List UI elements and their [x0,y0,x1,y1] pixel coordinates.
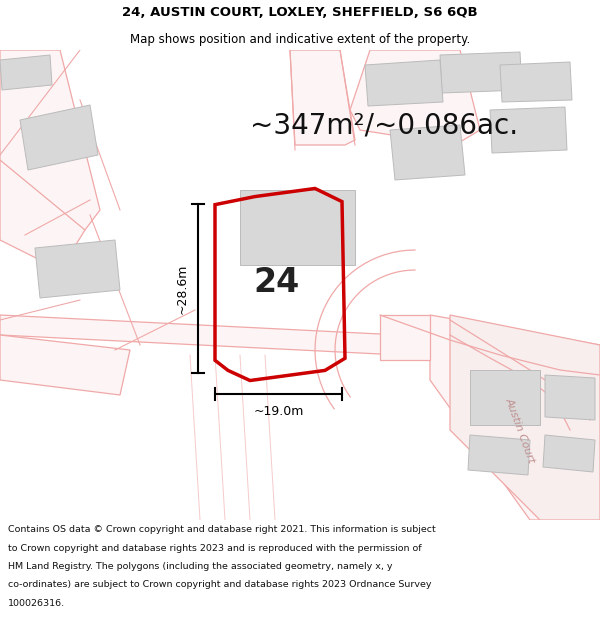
Polygon shape [0,315,600,365]
Polygon shape [500,62,572,102]
Text: 100026316.: 100026316. [8,599,65,608]
Polygon shape [468,435,530,475]
Polygon shape [545,375,595,420]
Polygon shape [380,315,430,360]
Text: ~347m²/~0.086ac.: ~347m²/~0.086ac. [250,112,518,140]
Text: to Crown copyright and database rights 2023 and is reproduced with the permissio: to Crown copyright and database rights 2… [8,544,421,552]
Polygon shape [290,50,355,145]
Polygon shape [20,105,98,170]
Text: ~28.6m: ~28.6m [176,263,188,314]
Text: co-ordinates) are subject to Crown copyright and database rights 2023 Ordnance S: co-ordinates) are subject to Crown copyr… [8,581,431,589]
Polygon shape [430,315,600,520]
Text: Contains OS data © Crown copyright and database right 2021. This information is : Contains OS data © Crown copyright and d… [8,525,436,534]
Text: Map shows position and indicative extent of the property.: Map shows position and indicative extent… [130,32,470,46]
Polygon shape [440,52,522,93]
Polygon shape [490,107,567,153]
Text: Austin Court: Austin Court [503,396,536,464]
Polygon shape [543,435,595,472]
Text: ~19.0m: ~19.0m [253,405,304,418]
Polygon shape [0,335,130,395]
Text: 24: 24 [254,266,300,299]
Polygon shape [390,125,465,180]
Polygon shape [0,160,85,270]
Text: HM Land Registry. The polygons (including the associated geometry, namely x, y: HM Land Registry. The polygons (includin… [8,562,392,571]
Polygon shape [365,60,443,106]
Polygon shape [350,50,480,145]
Polygon shape [450,315,600,520]
Polygon shape [0,50,100,230]
Polygon shape [470,370,540,425]
Polygon shape [35,240,120,298]
Polygon shape [240,190,355,265]
Polygon shape [0,55,52,90]
Text: 24, AUSTIN COURT, LOXLEY, SHEFFIELD, S6 6QB: 24, AUSTIN COURT, LOXLEY, SHEFFIELD, S6 … [122,6,478,19]
